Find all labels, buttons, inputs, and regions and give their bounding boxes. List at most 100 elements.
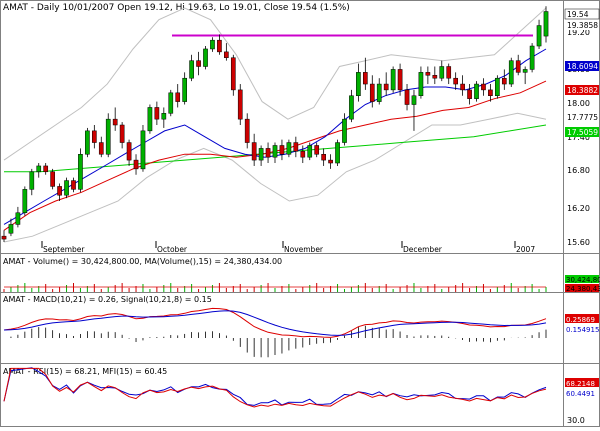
candle xyxy=(356,63,361,102)
candle xyxy=(474,81,479,102)
candle xyxy=(314,142,320,158)
candle xyxy=(481,78,486,96)
y-tick-label: 19.20 xyxy=(567,28,590,37)
candle xyxy=(168,89,174,117)
candle xyxy=(411,89,417,131)
rsi-lines xyxy=(3,367,547,408)
bollinger-upper-line xyxy=(3,7,547,161)
candle xyxy=(22,186,28,216)
candle xyxy=(78,148,83,193)
x-tick-label: 2007 xyxy=(516,245,535,254)
candle xyxy=(8,218,14,237)
price-label-bb-lower: 17.7775 xyxy=(567,113,598,122)
candle xyxy=(43,163,49,175)
x-tick-label: December xyxy=(403,245,443,254)
candle xyxy=(501,69,507,90)
candle xyxy=(98,136,104,158)
rsi-label: AMAT - RSI(15) = 68.21, MFI(15) = 60.45 xyxy=(3,367,167,376)
price-label-ma-red: 18.3882 xyxy=(567,86,598,95)
candle xyxy=(293,136,299,158)
macd-lines xyxy=(3,307,547,358)
candle xyxy=(237,84,243,125)
x-tick-label: October xyxy=(157,245,188,254)
candle xyxy=(349,89,354,123)
candle xyxy=(57,183,62,202)
candle xyxy=(50,168,55,190)
candle xyxy=(335,139,340,166)
candle xyxy=(279,139,285,161)
price-panel-frame xyxy=(0,0,600,254)
candle xyxy=(126,139,132,166)
volume-label: AMAT - Volume() = 30,424,800.00, MA(Volu… xyxy=(3,257,282,266)
y-tick-label: 15.60 xyxy=(567,238,590,247)
candle xyxy=(161,107,167,128)
candle xyxy=(342,113,347,146)
candle xyxy=(189,54,194,82)
candle xyxy=(203,46,208,70)
signal-value: 0.154915 xyxy=(566,326,599,334)
candle xyxy=(133,154,139,175)
candle xyxy=(397,63,403,96)
candle xyxy=(390,66,396,93)
candle xyxy=(210,37,215,52)
y-tick-label: 17.40 xyxy=(567,133,590,142)
candle xyxy=(272,142,278,164)
candle xyxy=(29,168,35,196)
candle xyxy=(91,125,97,149)
candle xyxy=(154,101,160,125)
candle xyxy=(230,54,236,96)
price-label-close: 19.54 xyxy=(567,10,589,19)
candle xyxy=(71,177,76,193)
candle xyxy=(369,75,375,108)
candle xyxy=(508,57,514,87)
candlesticks xyxy=(1,6,549,242)
candle xyxy=(439,60,445,82)
bollinger-bands xyxy=(3,7,547,243)
rsi-value: 68.2148 xyxy=(566,380,595,388)
volume-ma-value: 24,380,43 xyxy=(566,285,600,293)
volume-panel-frame xyxy=(0,253,600,293)
candle xyxy=(36,163,42,178)
x-tick-label: November xyxy=(284,245,324,254)
candle xyxy=(140,125,146,172)
candle xyxy=(119,122,125,149)
rsi-line xyxy=(3,367,547,408)
candle xyxy=(321,148,326,166)
candle xyxy=(64,177,69,199)
candle xyxy=(453,72,459,90)
candle xyxy=(244,113,250,149)
rsi-tick-label: 30.0 xyxy=(567,416,585,425)
candle xyxy=(265,142,271,164)
candle xyxy=(488,84,493,102)
y-tick-label: 18.00 xyxy=(567,99,590,108)
candle xyxy=(418,66,424,99)
price-label-ma-green: 17.5059 xyxy=(567,128,598,137)
candle xyxy=(515,54,521,76)
mfi-value: 60.4491 xyxy=(566,390,595,398)
volume-bars xyxy=(3,283,547,292)
time-axis: September October November December 2007 xyxy=(41,241,535,254)
macd-value: 0.25869 xyxy=(566,316,595,324)
candle xyxy=(536,19,542,49)
candle xyxy=(529,43,535,73)
volume-value: 30,424,80 xyxy=(566,276,600,284)
candle xyxy=(300,145,306,164)
candle xyxy=(175,84,181,108)
candle xyxy=(1,230,7,242)
candle xyxy=(460,75,465,96)
candle xyxy=(112,107,118,131)
candle xyxy=(147,104,153,134)
signal-line xyxy=(3,310,547,336)
candle xyxy=(383,72,389,96)
candle xyxy=(258,145,264,166)
candle xyxy=(522,66,528,85)
candle xyxy=(182,72,188,105)
candle xyxy=(224,43,229,61)
bollinger-lower-line xyxy=(3,112,547,243)
candle xyxy=(251,133,257,166)
y-tick-label: 16.80 xyxy=(567,166,590,175)
price-label-bb-upper: 19.3858 xyxy=(567,21,598,30)
candle xyxy=(376,78,382,105)
candle xyxy=(286,139,292,158)
